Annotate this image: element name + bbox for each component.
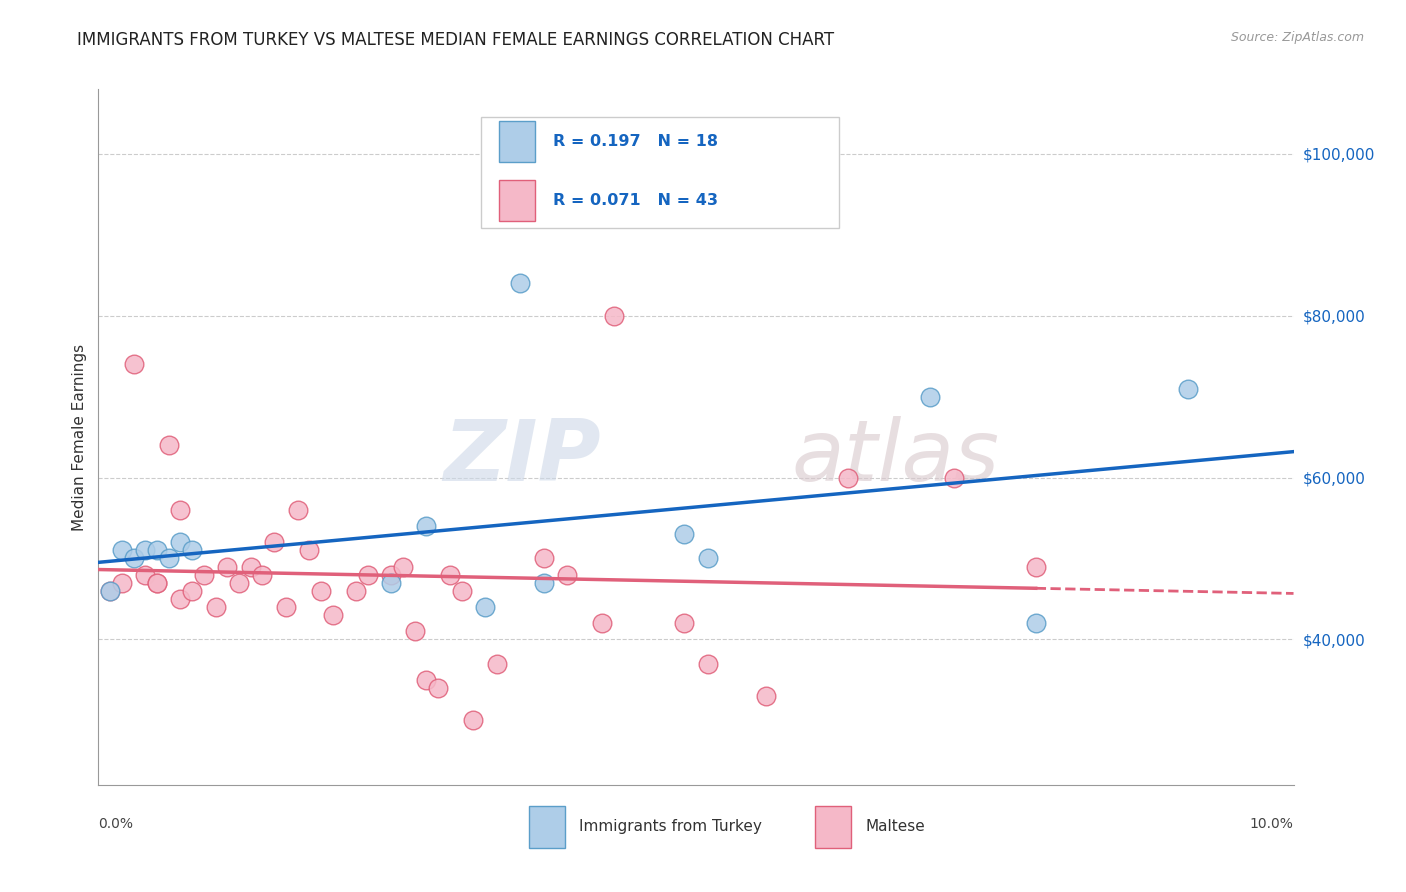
Point	[169, 503, 191, 517]
Point	[555, 567, 578, 582]
Text: IMMIGRANTS FROM TURKEY VS MALTESE MEDIAN FEMALE EARNINGS CORRELATION CHART: IMMIGRANTS FROM TURKEY VS MALTESE MEDIAN…	[77, 31, 834, 49]
Point	[392, 559, 415, 574]
FancyBboxPatch shape	[815, 805, 852, 847]
Text: R = 0.197   N = 18: R = 0.197 N = 18	[553, 134, 717, 149]
Point	[169, 591, 191, 606]
Point	[837, 470, 859, 484]
Point	[111, 575, 134, 590]
Text: 10.0%: 10.0%	[1250, 817, 1294, 831]
Text: ZIP: ZIP	[443, 417, 600, 500]
Point	[252, 567, 274, 582]
Point	[263, 535, 285, 549]
Point	[134, 543, 156, 558]
Text: Maltese: Maltese	[866, 819, 925, 834]
Text: R = 0.071   N = 43: R = 0.071 N = 43	[553, 193, 717, 208]
Point	[415, 673, 437, 687]
Point	[1177, 382, 1199, 396]
Point	[274, 599, 297, 614]
FancyBboxPatch shape	[499, 179, 534, 221]
Point	[239, 559, 262, 574]
Y-axis label: Median Female Earnings: Median Female Earnings	[72, 343, 87, 531]
Point	[111, 543, 134, 558]
Point	[344, 583, 367, 598]
Point	[298, 543, 321, 558]
Point	[509, 277, 531, 291]
FancyBboxPatch shape	[481, 117, 839, 228]
Point	[181, 543, 204, 558]
Point	[157, 551, 180, 566]
Point	[404, 624, 426, 639]
Point	[204, 599, 226, 614]
Point	[122, 551, 145, 566]
Point	[673, 616, 696, 631]
Point	[228, 575, 250, 590]
Point	[98, 583, 121, 598]
FancyBboxPatch shape	[529, 805, 565, 847]
Point	[98, 583, 121, 598]
Point	[322, 608, 344, 623]
Point	[357, 567, 380, 582]
Point	[755, 689, 778, 703]
Point	[287, 503, 309, 517]
Point	[463, 713, 485, 727]
Point	[181, 583, 204, 598]
Point	[146, 575, 169, 590]
Text: atlas: atlas	[792, 417, 1000, 500]
Point	[533, 551, 555, 566]
Point	[603, 309, 626, 323]
Text: Immigrants from Turkey: Immigrants from Turkey	[579, 819, 762, 834]
Point	[1025, 559, 1047, 574]
Point	[309, 583, 332, 598]
Point	[146, 543, 169, 558]
Point	[920, 390, 942, 404]
Point	[439, 567, 461, 582]
Point	[193, 567, 215, 582]
Point	[533, 575, 555, 590]
Point	[942, 470, 965, 484]
Point	[134, 567, 156, 582]
Point	[696, 657, 718, 671]
Point	[696, 551, 718, 566]
Point	[122, 357, 145, 371]
Point	[146, 575, 169, 590]
Text: Source: ZipAtlas.com: Source: ZipAtlas.com	[1230, 31, 1364, 45]
Point	[1025, 616, 1047, 631]
Point	[450, 583, 472, 598]
Point	[217, 559, 239, 574]
Point	[673, 527, 696, 541]
Text: 0.0%: 0.0%	[98, 817, 134, 831]
Point	[474, 599, 496, 614]
Point	[169, 535, 191, 549]
Point	[157, 438, 180, 452]
Point	[427, 681, 450, 695]
Point	[380, 575, 402, 590]
Point	[415, 519, 437, 533]
FancyBboxPatch shape	[499, 120, 534, 162]
Point	[485, 657, 508, 671]
Point	[591, 616, 613, 631]
Point	[380, 567, 402, 582]
